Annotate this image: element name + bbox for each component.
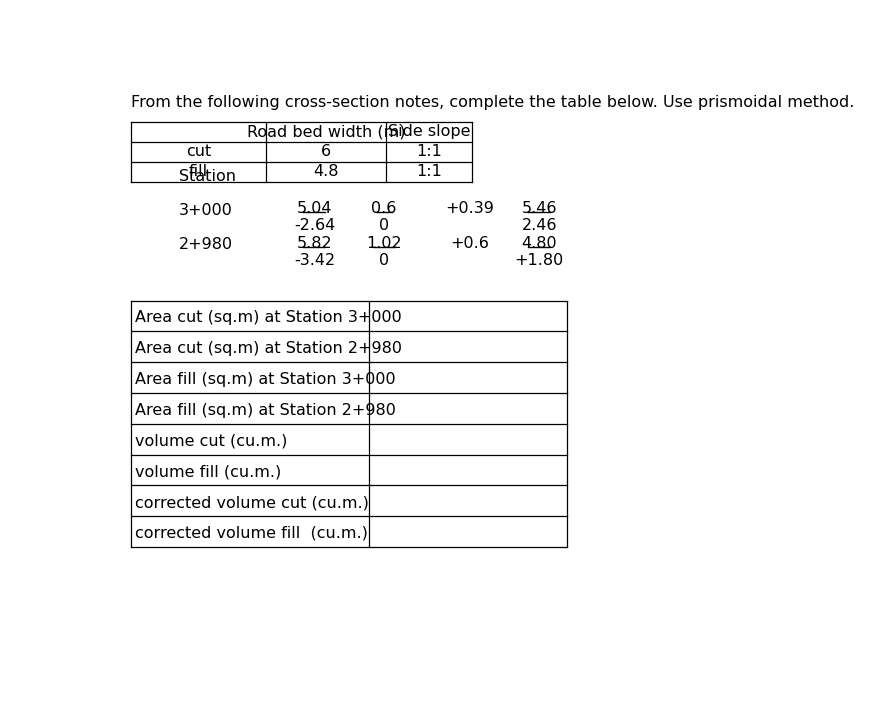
Text: fill: fill — [189, 164, 208, 179]
Text: Area fill (sq.m) at Station 3+000: Area fill (sq.m) at Station 3+000 — [135, 372, 396, 387]
Text: +1.80: +1.80 — [514, 253, 564, 268]
Text: -3.42: -3.42 — [294, 253, 335, 268]
Text: corrected volume cut (cu.m.): corrected volume cut (cu.m.) — [135, 495, 369, 510]
Text: 3+000: 3+000 — [179, 202, 233, 218]
Text: volume fill (cu.m.): volume fill (cu.m.) — [135, 464, 282, 479]
Text: 1.02: 1.02 — [366, 236, 402, 251]
Text: Area fill (sq.m) at Station 2+980: Area fill (sq.m) at Station 2+980 — [135, 403, 396, 418]
Text: 4.8: 4.8 — [314, 164, 339, 179]
Text: 2+980: 2+980 — [179, 237, 233, 253]
Text: cut: cut — [186, 144, 211, 159]
Text: 5.46: 5.46 — [521, 201, 557, 216]
Text: Side slope: Side slope — [388, 125, 470, 139]
Text: 6: 6 — [321, 144, 331, 159]
Text: volume cut (cu.m.): volume cut (cu.m.) — [135, 433, 288, 448]
Text: -2.64: -2.64 — [294, 218, 335, 233]
Text: Area cut (sq.m) at Station 2+980: Area cut (sq.m) at Station 2+980 — [135, 341, 402, 356]
Text: 0.6: 0.6 — [371, 201, 397, 216]
Text: From the following cross-section notes, complete the table below. Use prismoidal: From the following cross-section notes, … — [131, 95, 854, 110]
Text: 2.46: 2.46 — [521, 218, 557, 233]
Text: 4.80: 4.80 — [521, 236, 557, 251]
Text: 0: 0 — [379, 253, 389, 268]
Text: 5.04: 5.04 — [296, 201, 332, 216]
Text: 5.82: 5.82 — [296, 236, 332, 251]
Text: Station: Station — [179, 169, 235, 183]
Text: +0.6: +0.6 — [450, 236, 489, 251]
Text: Area cut (sq.m) at Station 3+000: Area cut (sq.m) at Station 3+000 — [135, 310, 402, 325]
Text: Road bed width (m): Road bed width (m) — [247, 125, 405, 139]
Text: corrected volume fill  (cu.m.): corrected volume fill (cu.m.) — [135, 526, 368, 541]
Text: 1:1: 1:1 — [416, 164, 442, 179]
Text: +0.39: +0.39 — [445, 201, 494, 216]
Text: 0: 0 — [379, 218, 389, 233]
Text: 1:1: 1:1 — [416, 144, 442, 159]
